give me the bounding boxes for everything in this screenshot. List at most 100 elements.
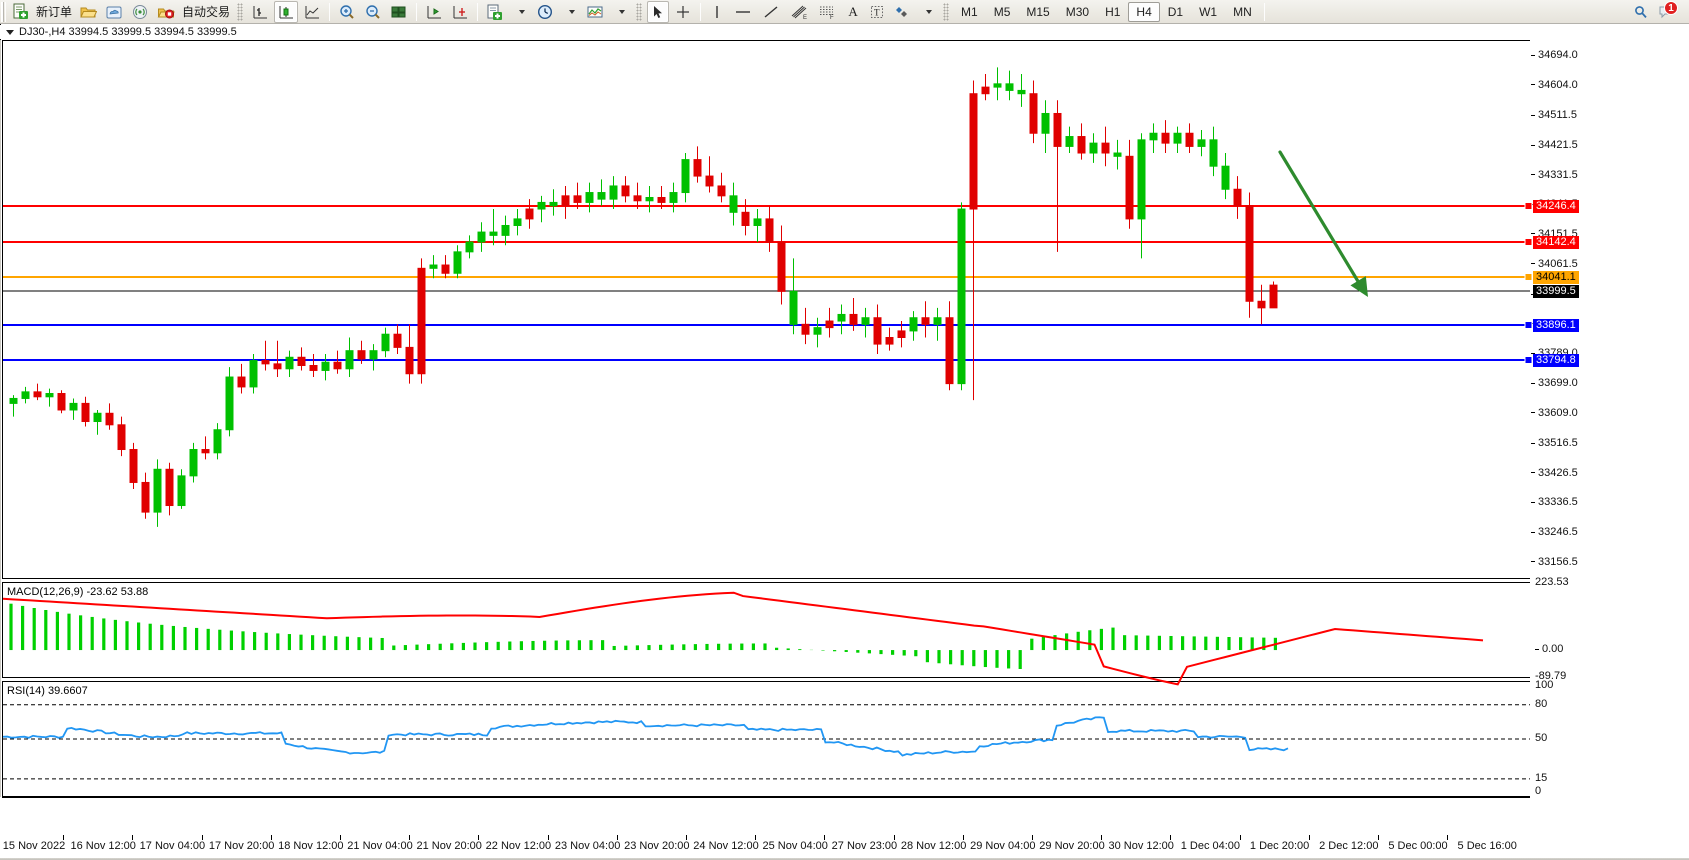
rsi-pane[interactable] [2, 681, 1530, 797]
time-axis[interactable]: 15 Nov 2022 16 Nov 12:00 17 Nov 04:00 17 No… [0, 835, 1689, 860]
new-order-label[interactable]: 新订单 [36, 5, 73, 19]
vline-icon[interactable] [706, 1, 728, 23]
new-order-icon[interactable] [9, 1, 32, 23]
zoom-out-icon[interactable] [361, 1, 385, 23]
time-tick-mark [63, 835, 65, 840]
time-tick-label: 23 Nov 20:00 [624, 840, 690, 852]
macd-tick-label: 0.00 [1535, 643, 1563, 655]
price-tick: 33699.0 [1531, 377, 1578, 389]
chart-symbol-ohlc: DJ30-,H4 33994.5 33999.5 33994.5 33999.5 [19, 26, 237, 38]
time-tick-mark [409, 835, 411, 840]
toolbar-grip-2[interactable] [237, 2, 244, 21]
time-tick-label: 5 Dec 00:00 [1388, 840, 1448, 852]
objects-dropdown-icon[interactable] [916, 1, 938, 23]
timeframe-w1[interactable]: W1 [1199, 4, 1218, 19]
window-bottom-edge [0, 858, 1689, 860]
price-level-label-pivot[interactable]: 34041.1 [1533, 271, 1579, 284]
price-level-label-support-2[interactable]: 33794.8 [1533, 354, 1579, 367]
time-tick-label: 27 Nov 23:00 [831, 840, 898, 852]
price-tick-label: 34511.5 [1538, 109, 1577, 122]
price-level-label-resistance-2[interactable]: 34142.4 [1533, 236, 1579, 249]
time-tick-label: 5 Dec 16:00 [1457, 840, 1517, 852]
price-pane[interactable] [2, 40, 1530, 579]
toolbar-separator-4 [700, 2, 702, 21]
rsi-tick-label: 100 [1535, 679, 1554, 691]
indicators-dropdown-icon[interactable] [609, 1, 631, 23]
price-level-label-resistance-1[interactable]: 34246.4 [1533, 200, 1579, 213]
price-tick: 33609.0 [1531, 407, 1578, 419]
price-axis[interactable]: 34694.034604.034511.534421.534331.534241… [1531, 40, 1689, 797]
price-tick: 33516.5 [1531, 437, 1578, 449]
text-icon[interactable]: A [848, 3, 858, 19]
auto-trading-icon[interactable] [154, 1, 178, 23]
alerts-icon[interactable]: 1 [1655, 0, 1679, 23]
time-tick-mark [270, 835, 272, 840]
period-clock-icon[interactable] [533, 1, 557, 23]
new-chart-dropdown-icon[interactable] [509, 1, 531, 23]
timeframe-m5[interactable]: M5 [993, 4, 1011, 19]
toolbar-separator-3 [477, 2, 479, 21]
price-level-label-support-1[interactable]: 33896.1 [1533, 319, 1579, 332]
toolbar-grip-1[interactable] [1, 1, 6, 22]
price-tick-label: 34421.5 [1538, 138, 1578, 151]
time-tick-mark [1308, 835, 1310, 840]
price-tick-label: 34061.5 [1538, 257, 1578, 270]
toolbar-grip-3[interactable] [636, 2, 643, 21]
shift-chart-icon[interactable] [422, 1, 446, 23]
folder-icon[interactable] [76, 1, 100, 23]
bar-chart-icon[interactable] [248, 1, 272, 23]
price-tick-label: 33426.5 [1538, 466, 1578, 479]
tile-windows-icon[interactable] [387, 1, 411, 23]
time-tick-mark [1378, 835, 1379, 840]
price-tick-label: 34694.0 [1538, 49, 1578, 62]
auto-trading-label[interactable]: 自动交易 [182, 5, 231, 19]
timeframe-m1[interactable]: M1 [961, 4, 978, 19]
chart-bottom-strip [0, 798, 1689, 838]
objects-icon[interactable] [890, 1, 914, 23]
time-tick-mark [616, 835, 618, 840]
timeframe-h1[interactable]: H1 [1105, 4, 1121, 19]
hline-icon[interactable] [730, 1, 756, 23]
price-tick: 34604.0 [1531, 79, 1578, 91]
textlabel-icon[interactable]: T [866, 1, 888, 23]
fibonacci-icon[interactable]: F [814, 1, 840, 23]
equidistant-channel-icon[interactable]: E [786, 1, 812, 23]
auto-scroll-icon[interactable] [448, 1, 472, 23]
new-chart-icon[interactable] [483, 1, 507, 23]
price-level-label-current-price[interactable]: 33999.5 [1533, 285, 1579, 298]
crosshair-icon[interactable] [671, 1, 695, 23]
cloud-icon[interactable] [102, 1, 126, 23]
macd-pane[interactable] [2, 582, 1530, 678]
alerts-badge: 1 [1664, 0, 1678, 15]
cursor-icon[interactable] [647, 0, 670, 23]
zoom-in-icon[interactable] [335, 1, 359, 23]
price-tick: 33426.5 [1531, 467, 1578, 479]
time-tick-mark [1032, 835, 1033, 840]
price-tick-label: 34604.0 [1538, 78, 1578, 91]
search-icon[interactable] [1629, 1, 1653, 23]
timeframe-mn[interactable]: MN [1233, 4, 1252, 19]
timeframe-m30[interactable]: M30 [1065, 4, 1090, 19]
signal-icon[interactable] [128, 1, 152, 23]
candle-chart-icon[interactable] [274, 0, 299, 23]
time-tick-mark [962, 835, 964, 840]
price-tick: 33156.5 [1531, 556, 1578, 568]
indicators-icon[interactable] [583, 1, 607, 23]
time-axis-line [2, 797, 1530, 798]
time-tick-mark [1239, 835, 1241, 840]
price-tick-label: 33246.5 [1538, 526, 1578, 539]
toolbar-grip-4[interactable] [943, 2, 950, 21]
toolbar-separator-2 [416, 2, 418, 21]
timeframe-m15[interactable]: M15 [1026, 4, 1050, 19]
chart-menu-triangle-icon[interactable] [6, 29, 14, 35]
time-tick-label: 25 Nov 04:00 [762, 840, 828, 852]
timeframe-h4[interactable]: H4 [1128, 1, 1160, 22]
trendline-icon[interactable] [758, 1, 784, 23]
line-chart-icon[interactable] [300, 1, 324, 23]
timeframe-d1[interactable]: D1 [1167, 4, 1184, 19]
price-tick-label: 33156.5 [1538, 555, 1578, 568]
chart-left-rail [0, 40, 2, 797]
period-dropdown-icon[interactable] [559, 1, 581, 23]
macd-indicator-label: MACD(12,26,9) -23.62 53.88 [7, 586, 149, 598]
time-tick-mark [478, 835, 480, 840]
